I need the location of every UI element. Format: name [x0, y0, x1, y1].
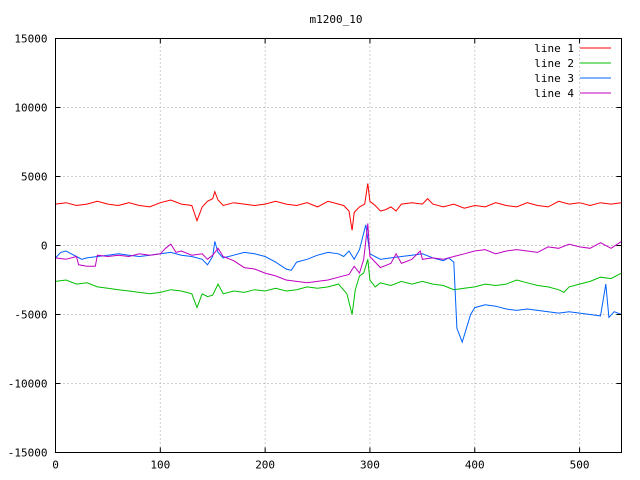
- series-line-1: [56, 183, 622, 230]
- x-tick-label: 500: [570, 459, 590, 472]
- grid: [56, 39, 622, 453]
- x-tick-label: 200: [255, 459, 275, 472]
- series-lines: [56, 183, 622, 342]
- x-tick-label: 300: [360, 459, 380, 472]
- y-tick-label: 15000: [14, 33, 47, 46]
- legend-label-3: line 3: [534, 72, 574, 85]
- y-tick-label: -5000: [14, 309, 47, 322]
- y-tick-label: 10000: [14, 102, 47, 115]
- axis-ticks: 0 100 200 300 400 500 -15000 -10000 -5000 0 5000 10…: [8, 33, 622, 472]
- series-line-2: [56, 259, 622, 314]
- chart-title: m1200_10: [310, 13, 363, 26]
- series-line-4: [56, 223, 622, 282]
- series-line-3: [56, 225, 622, 342]
- x-tick-label: 0: [52, 459, 59, 472]
- legend-label-2: line 2: [534, 57, 574, 70]
- y-tick-label: -10000: [8, 378, 48, 391]
- legend-label-4: line 4: [534, 87, 574, 100]
- y-tick-label: 0: [41, 240, 48, 253]
- y-tick-label: -15000: [8, 447, 48, 460]
- y-tick-label: 5000: [21, 171, 48, 184]
- x-tick-label: 400: [465, 459, 485, 472]
- legend-label-1: line 1: [534, 42, 574, 55]
- x-tick-label: 100: [150, 459, 170, 472]
- legend: line 1 line 2 line 3 line 4: [534, 42, 611, 100]
